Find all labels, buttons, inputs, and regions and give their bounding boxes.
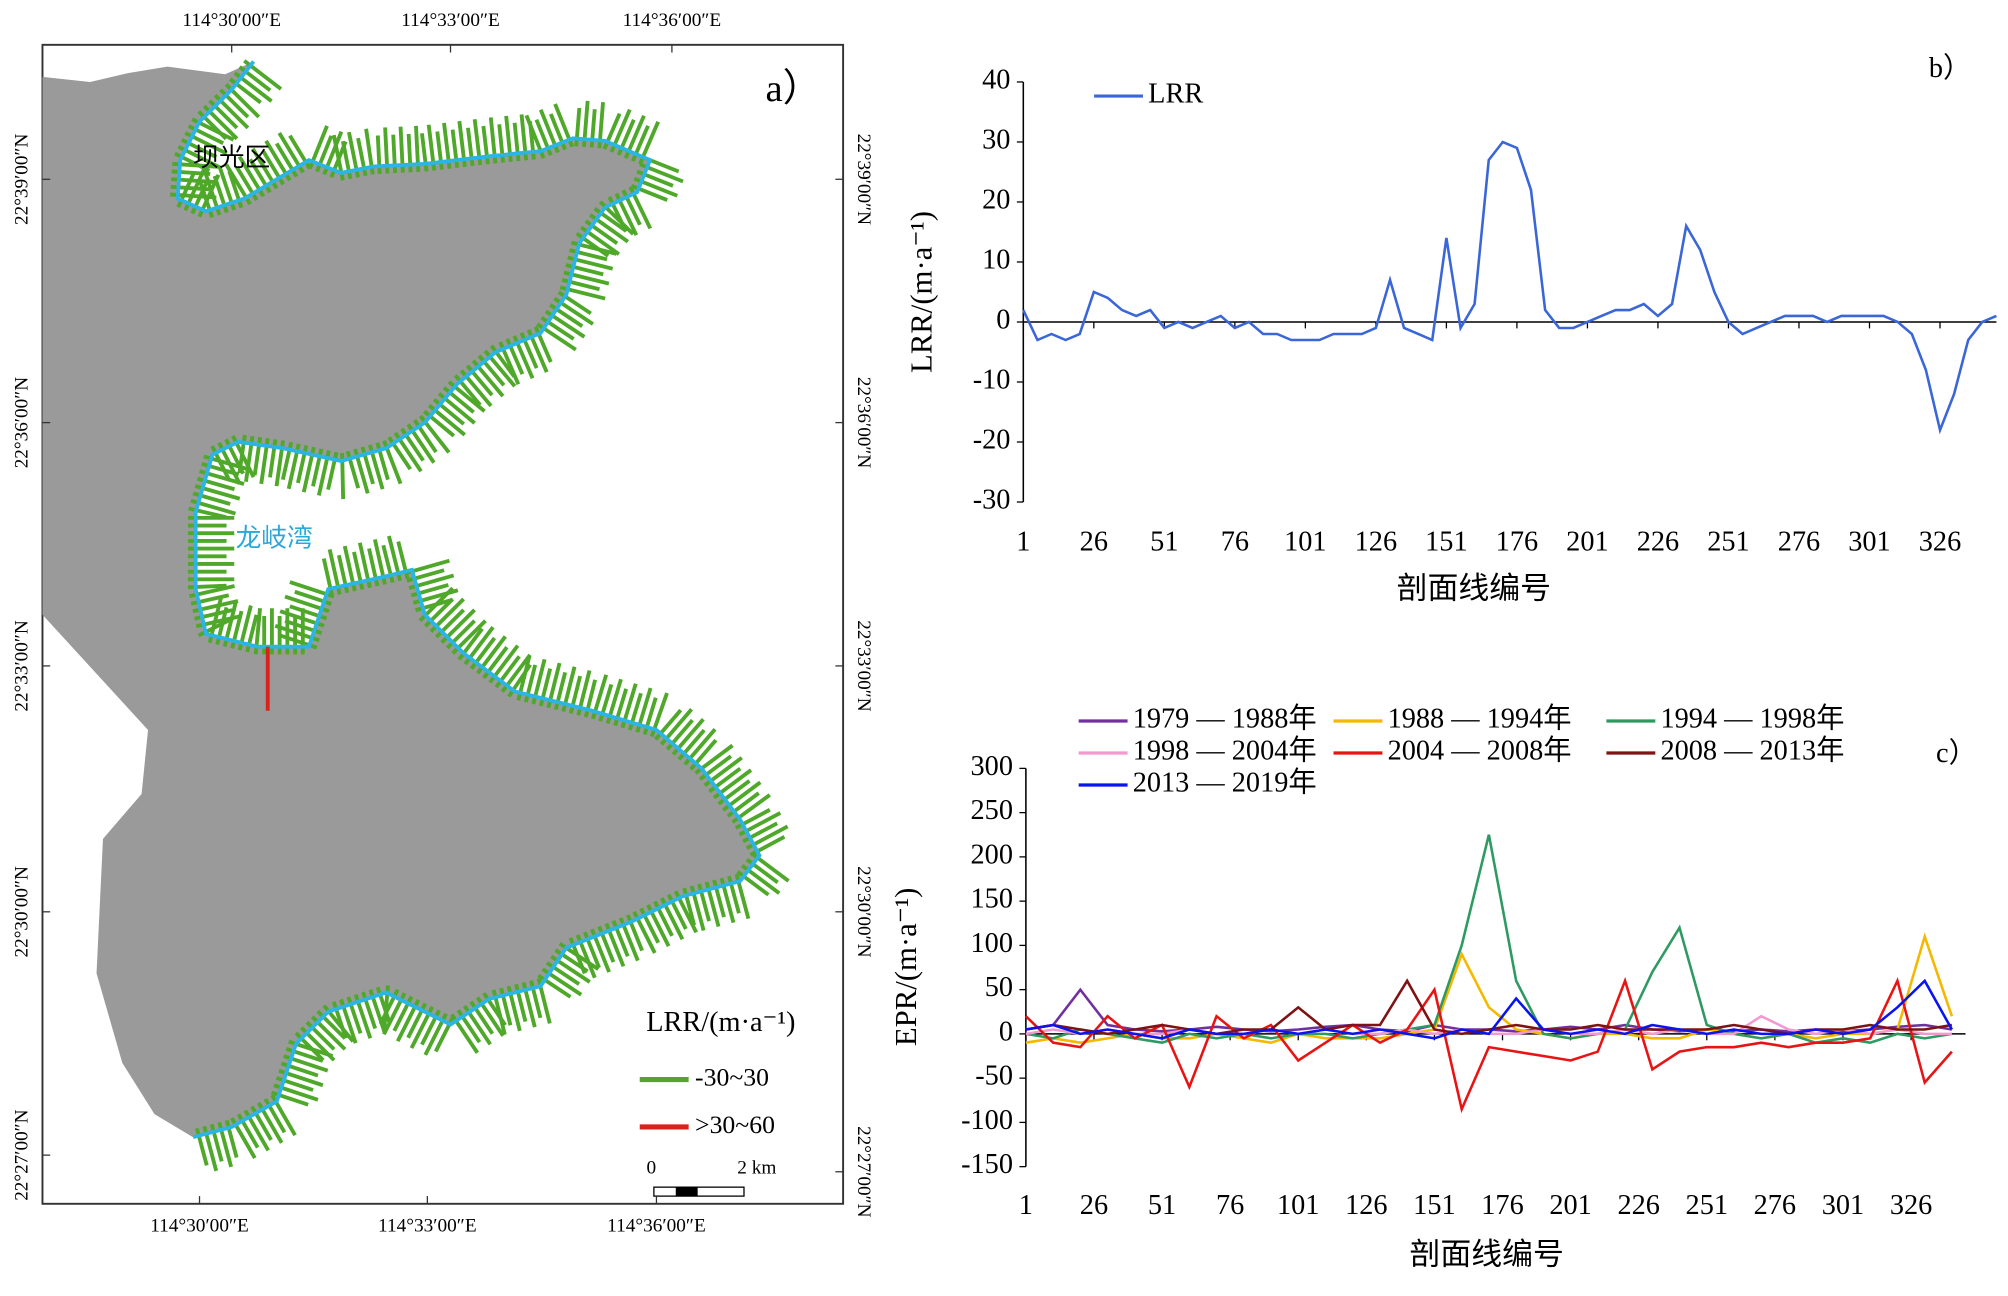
lon-label: 114°33′00″E [378,1215,477,1236]
legend-label: 1994 — 1998年 [1660,703,1844,735]
panel-label: c） [1936,737,1977,769]
legend-label: -30~30 [695,1063,769,1092]
lon-label: 114°36′00″E [607,1215,706,1236]
x-tick-label: 326 [1919,527,1961,558]
x-tick-label: 276 [1778,527,1820,558]
y-tick-label: 30 [982,124,1010,155]
x-tick-label: 126 [1345,1190,1387,1221]
x-tick-label: 176 [1496,527,1538,558]
x-tick-label: 101 [1277,1190,1319,1221]
lat-label: 22°33′00″N [853,620,874,711]
legend-label: 2008 — 2013年 [1660,735,1844,767]
y-tick-label: 100 [971,928,1013,959]
lon-label: 114°36′00″E [623,10,722,31]
x-tick-label: 326 [1890,1190,1932,1221]
place-label: 龙岐湾 [236,523,313,552]
panel-label: a） [765,68,821,110]
x-tick-label: 251 [1707,527,1749,558]
x-tick-label: 51 [1150,527,1178,558]
legend-label: 2013 — 2019年 [1133,767,1317,799]
lon-label: 114°30′00″E [150,1215,249,1236]
x-tick-label: 151 [1425,527,1467,558]
place-label: 坝光区 [193,143,270,172]
x-tick-label: 1 [1016,527,1030,558]
x-tick-label: 151 [1413,1190,1455,1221]
scale-label: 0 [646,1158,656,1179]
lat-label: 22°39′00″N [12,134,33,225]
y-tick-label: -150 [961,1149,1013,1180]
x-tick-label: 26 [1080,527,1108,558]
y-tick-label: 0 [996,305,1010,336]
y-tick-label: 250 [971,795,1013,826]
coastline [175,60,762,1140]
lat-label: 22°30′00″N [12,866,33,957]
legend-label: 2004 — 2008年 [1388,735,1572,767]
lat-label: 22°30′00″N [853,866,874,957]
y-tick-label: 20 [982,185,1010,216]
y-axis-label: EPR/(m·a⁻¹) [889,888,923,1047]
x-tick-label: 76 [1216,1190,1244,1221]
x-tick-label: 176 [1481,1190,1523,1221]
legend-label: 1998 — 2004年 [1133,735,1317,767]
y-tick-label: 40 [982,64,1010,95]
x-tick-label: 251 [1686,1190,1728,1221]
land [42,61,760,1138]
x-tick-label: 301 [1848,527,1890,558]
x-tick-label: 101 [1284,527,1326,558]
y-tick-label: -10 [973,365,1011,396]
x-tick-label: 226 [1637,527,1679,558]
scale-bar [653,1186,745,1197]
x-tick-label: 26 [1080,1190,1108,1221]
legend-label: LRR [1148,79,1203,110]
x-axis-label: 剖面线编号 [1397,572,1551,606]
y-tick-label: 150 [971,884,1013,915]
legend-title: LRR/(m·a⁻¹) [646,1007,795,1038]
x-tick-label: 226 [1617,1190,1659,1221]
x-tick-label: 201 [1566,527,1608,558]
lon-label: 114°33′00″E [401,10,500,31]
lat-label: 22°39′00″N [853,134,874,225]
y-tick-label: -100 [961,1105,1013,1136]
x-tick-label: 301 [1822,1190,1864,1221]
y-tick-label: 200 [971,839,1013,870]
series-line [1025,978,1954,1040]
map-panel: a） 坝光区 龙岐湾 LRR/(m·a⁻¹) -30~30 >30~60 0 2… [12,10,874,1236]
x-tick-label: 1 [1019,1190,1033,1221]
panel-label: b） [1929,52,1971,84]
lat-label: 22°33′00″N [12,620,33,711]
scale-label: 2 km [737,1158,776,1179]
series-line [1022,140,1997,435]
x-tick-label: 201 [1549,1190,1591,1221]
x-tick-label: 51 [1148,1190,1176,1221]
y-axis-label: LRR/(m·a⁻¹) [904,211,938,373]
y-tick-label: 50 [985,972,1013,1003]
x-tick-label: 276 [1754,1190,1796,1221]
lat-label: 22°27′00″N [12,1109,33,1200]
lat-label: 22°36′00″N [12,377,33,468]
series-line [1024,976,1953,1114]
series-line [1025,834,1953,1045]
y-tick-label: 300 [971,751,1013,782]
lat-label: 22°27′00″N [853,1126,874,1217]
legend-label: 1988 — 1994年 [1388,703,1572,735]
lat-label: 22°36′00″N [853,377,874,468]
scale-bar-segment [675,1187,698,1197]
y-tick-label: -50 [975,1061,1013,1092]
legend-label: 1979 — 1988年 [1133,703,1317,735]
x-tick-label: 126 [1355,527,1397,558]
y-tick-label: -20 [973,425,1011,456]
x-axis-label: 剖面线编号 [1410,1238,1564,1272]
series-line [1025,932,1954,1045]
y-tick-label: -30 [973,485,1011,516]
x-tick-label: 76 [1221,527,1249,558]
y-tick-label: 0 [999,1016,1013,1047]
legend-label: >30~60 [695,1110,775,1139]
lon-label: 114°30′00″E [182,10,281,31]
y-tick-label: 10 [982,245,1010,276]
